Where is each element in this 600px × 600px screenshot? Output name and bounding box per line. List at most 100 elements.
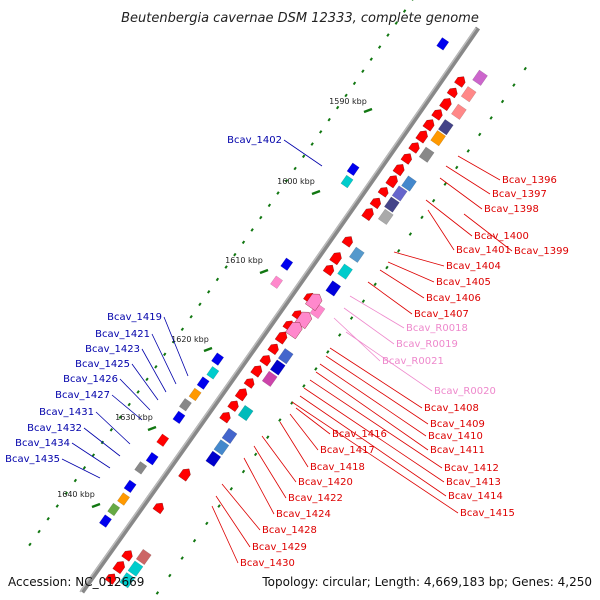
cds-arrow xyxy=(112,561,125,575)
minor-tick xyxy=(64,491,69,496)
reverse-feature xyxy=(270,275,283,289)
map-title: Beutenbergia cavernae DSM 12333, complet… xyxy=(121,11,479,26)
minor-tick xyxy=(478,132,482,137)
cds-arrow xyxy=(408,142,420,154)
gene-label: Bcav_1410 xyxy=(428,431,483,442)
minor-tick xyxy=(136,390,140,394)
callout-line xyxy=(83,427,121,457)
minor-tick xyxy=(168,573,172,578)
minor-tick xyxy=(314,367,318,371)
callout-line xyxy=(253,445,287,499)
cog-box xyxy=(135,548,152,566)
gene-label: Bcav_1405 xyxy=(436,277,491,288)
cog-box xyxy=(377,208,394,225)
cds-arrow xyxy=(392,164,405,177)
minor-tick xyxy=(335,105,340,110)
gene-label: Bcav_1415 xyxy=(460,508,515,519)
minor-tick xyxy=(109,427,114,432)
cds-arrow xyxy=(431,109,443,121)
major-tick xyxy=(147,425,157,432)
minor-tick xyxy=(91,453,96,457)
cog-box xyxy=(337,263,353,280)
reverse-feature xyxy=(123,479,137,494)
minor-tick xyxy=(37,529,41,534)
minor-tick xyxy=(259,215,263,220)
cog-box xyxy=(269,359,286,376)
minor-tick xyxy=(512,83,516,87)
gene-label: Bcav_R0018 xyxy=(406,323,468,334)
minor-tick xyxy=(266,435,270,440)
cog-box xyxy=(127,560,144,577)
callout-line xyxy=(215,495,251,548)
cds-arrow xyxy=(446,87,458,99)
cog-box xyxy=(437,119,454,136)
callout-line xyxy=(463,213,513,252)
cog-box xyxy=(261,370,278,387)
cog-box xyxy=(472,69,488,86)
cds-arrow xyxy=(219,412,231,424)
gene-label: Bcav_1432 xyxy=(27,423,82,434)
reverse-feature xyxy=(117,492,130,506)
gene-label: Bcav_1396 xyxy=(502,175,557,186)
gene-label: Bcav_1424 xyxy=(276,509,331,520)
minor-tick xyxy=(55,504,59,508)
callout-line xyxy=(283,139,323,167)
reverse-feature xyxy=(145,452,159,466)
tick-label: 1640 kbp xyxy=(57,490,95,499)
callout-line xyxy=(427,209,455,251)
minor-tick xyxy=(431,198,436,203)
callout-line xyxy=(299,395,447,497)
callout-line xyxy=(303,387,445,483)
ticks-layer: 1590 kbp 1600 kbp 1610 kbp 1620 kbp 1630 kbp… xyxy=(28,0,527,595)
callout-line xyxy=(393,251,445,267)
minor-tick xyxy=(402,9,407,13)
minor-tick xyxy=(500,99,505,104)
major-tick xyxy=(259,268,269,275)
gene-label: Bcav_1419 xyxy=(107,312,162,323)
minor-tick xyxy=(145,377,149,382)
tick-label: 1590 kbp xyxy=(329,97,367,106)
cog-box xyxy=(401,175,417,192)
minor-tick xyxy=(189,314,193,319)
minor-tick xyxy=(377,45,382,49)
minor-tick xyxy=(82,466,87,470)
minor-tick xyxy=(46,516,50,521)
minor-tick xyxy=(180,556,184,560)
cds-arrow xyxy=(234,388,248,402)
cds-arrow xyxy=(178,468,191,482)
cds-arrow xyxy=(422,119,435,132)
minor-tick xyxy=(338,333,342,337)
cog-box xyxy=(119,572,136,589)
cds-arrow xyxy=(369,197,381,210)
gene-label: Bcav_1407 xyxy=(414,309,469,320)
minor-tick xyxy=(28,542,32,547)
cds-arrow xyxy=(121,550,133,562)
gene-label: Bcav_1427 xyxy=(55,390,110,401)
minor-tick xyxy=(344,93,348,98)
gene-label: Bcav_1399 xyxy=(514,246,569,257)
callout-line xyxy=(387,261,435,283)
callout-line xyxy=(279,421,309,468)
gene-label: Bcav_1412 xyxy=(444,463,499,474)
cds-arrow xyxy=(227,400,239,412)
backbone-highlight xyxy=(79,27,477,593)
gene-label: Bcav_1426 xyxy=(63,374,118,385)
minor-tick xyxy=(361,299,366,303)
gene-label: Bcav_1428 xyxy=(262,525,317,536)
minor-tick xyxy=(127,402,131,407)
gene-label: Bcav_1434 xyxy=(15,438,70,449)
gene-label: Bcav_R0019 xyxy=(396,339,458,350)
reverse-feature xyxy=(172,410,186,425)
cds-arrow xyxy=(274,331,288,345)
minor-tick xyxy=(489,116,493,120)
cog-box xyxy=(237,404,254,422)
callout-line xyxy=(295,407,331,435)
minor-tick xyxy=(229,486,233,491)
gene-label: Bcav_1431 xyxy=(39,407,94,418)
minor-tick xyxy=(466,149,470,153)
minor-tick xyxy=(420,215,424,220)
minor-tick xyxy=(217,504,221,508)
minor-tick xyxy=(205,521,209,526)
reverse-feature xyxy=(436,37,450,51)
gene-label: Bcav_R0020 xyxy=(434,386,496,397)
